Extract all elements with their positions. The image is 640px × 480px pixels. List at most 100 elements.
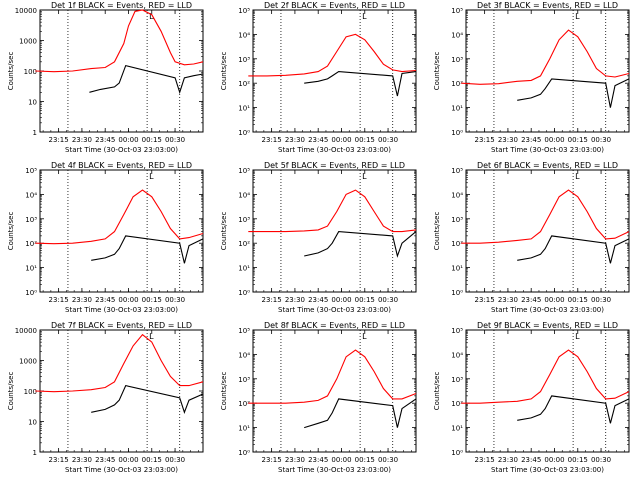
y-tick-label: 10⁵ [451,327,463,335]
y-tick-label: 10⁴ [238,191,250,199]
x-tick-label: 00:30 [378,136,398,144]
y-tick-label: 1 [33,449,37,457]
series-events-black [304,71,417,97]
series-lld-red [35,333,204,393]
x-tick-label: 00:30 [591,456,611,464]
y-tick-label: 1000 [19,358,37,366]
plot-frame [465,169,630,293]
y-tick-label: 10³ [451,376,463,384]
y-tick-label: 10² [451,240,463,248]
x-axis-label: Start Time (30-Oct-03 23:03:00) [65,146,178,154]
y-axis-label: Counts/sec [220,52,228,91]
x-axis-label: Start Time (30-Oct-03 23:03:00) [491,306,604,314]
panel-title: Det 4f BLACK = Events, RED = LLD [51,161,192,170]
x-tick-label: 00:00 [544,136,564,144]
x-tick-label: 23:45 [308,456,328,464]
plot-frame [252,329,417,453]
x-tick-label: 00:15 [568,136,588,144]
y-tick-label: 10¹ [238,105,250,113]
panel-6: Det 6f BLACK = Events, RED = LLD L 10⁰ 10¹ 1… [433,161,630,314]
panel-3: Det 3f BLACK = Events, RED = LLD L 10⁰ 10¹ 1… [433,1,630,154]
series-lld-red [461,29,630,85]
y-tick-label: 10³ [451,56,463,64]
plot-frame [465,9,630,133]
y-tick-label: 10⁵ [451,7,463,15]
x-tick-label: 23:30 [285,456,305,464]
series-lld-red [248,33,417,77]
y-tick-label: 10⁵ [451,167,463,175]
x-tick-label: 23:15 [262,296,282,304]
marker-label: L [149,332,154,341]
x-tick-label: 00:15 [355,136,375,144]
x-tick-label: 00:30 [165,456,185,464]
y-axis-label: Counts/sec [433,372,441,411]
x-axis-label: Start Time (30-Oct-03 23:03:00) [278,146,391,154]
marker-label: L [149,12,154,21]
x-tick-label: 00:00 [544,456,564,464]
x-tick-label: 23:30 [72,296,92,304]
x-tick-label: 23:15 [475,456,495,464]
y-tick-label: 100 [24,68,37,76]
x-tick-label: 23:30 [498,456,518,464]
series-events-black [91,384,204,414]
plot-frame [252,169,417,293]
y-tick-label: 10⁰ [238,129,250,137]
x-axis-label: Start Time (30-Oct-03 23:03:00) [491,466,604,474]
x-tick-label: 00:15 [142,136,162,144]
x-tick-label: 23:15 [262,456,282,464]
y-tick-label: 10³ [238,376,250,384]
marker-label: L [575,12,580,21]
y-tick-label: 10³ [238,216,250,224]
x-axis-label: Start Time (30-Oct-03 23:03:00) [278,466,391,474]
y-tick-label: 10⁵ [238,7,250,15]
x-tick-label: 00:30 [165,296,185,304]
y-axis-label: Counts/sec [220,212,228,251]
series-lld-red [248,349,417,404]
x-axis-label: Start Time (30-Oct-03 23:03:00) [491,146,604,154]
x-tick-label: 23:45 [521,296,541,304]
series-lld-red [35,189,204,245]
x-tick-label: 23:15 [262,136,282,144]
marker-label: L [362,172,367,181]
panel-5: Det 5f BLACK = Events, RED = LLD L 10⁰ 10¹ 1… [220,161,417,314]
x-tick-label: 00:30 [591,296,611,304]
series-events-black [517,78,630,108]
panel-title: Det 5f BLACK = Events, RED = LLD [264,161,405,170]
panel-title: Det 2f BLACK = Events, RED = LLD [264,1,405,10]
y-tick-label: 10⁵ [238,167,250,175]
y-tick-label: 10000 [15,327,37,335]
panel-4: Det 4f BLACK = Events, RED = LLD L 10⁰ 10¹ 1… [7,161,204,314]
x-tick-label: 23:45 [521,456,541,464]
y-tick-label: 10⁰ [451,289,463,297]
y-axis-label: Counts/sec [7,52,15,91]
x-tick-label: 23:45 [308,296,328,304]
panel-title: Det 6f BLACK = Events, RED = LLD [477,161,618,170]
y-tick-label: 10 [28,419,37,427]
x-tick-label: 23:30 [72,136,92,144]
plot-frame [465,329,630,453]
x-tick-label: 23:30 [498,136,518,144]
x-axis-label: Start Time (30-Oct-03 23:03:00) [278,306,391,314]
y-tick-label: 10⁰ [451,129,463,137]
x-tick-label: 23:15 [49,296,69,304]
y-tick-label: 10¹ [451,265,463,273]
y-tick-label: 10⁰ [238,449,250,457]
y-tick-label: 10² [238,240,250,248]
y-axis-label: Counts/sec [433,212,441,251]
x-tick-label: 00:00 [118,136,138,144]
y-tick-label: 10⁰ [451,449,463,457]
x-tick-label: 00:30 [378,456,398,464]
marker-label: L [362,332,367,341]
x-tick-label: 23:30 [285,296,305,304]
y-axis-label: Counts/sec [7,372,15,411]
series-events-black [91,235,204,264]
x-tick-label: 00:00 [331,296,351,304]
x-tick-label: 00:15 [568,456,588,464]
y-tick-label: 10² [451,400,463,408]
series-events-black [89,64,204,95]
y-tick-label: 10⁴ [451,351,463,359]
series-events-black [517,235,630,264]
y-tick-label: 10 [28,99,37,107]
x-tick-label: 23:15 [49,456,69,464]
